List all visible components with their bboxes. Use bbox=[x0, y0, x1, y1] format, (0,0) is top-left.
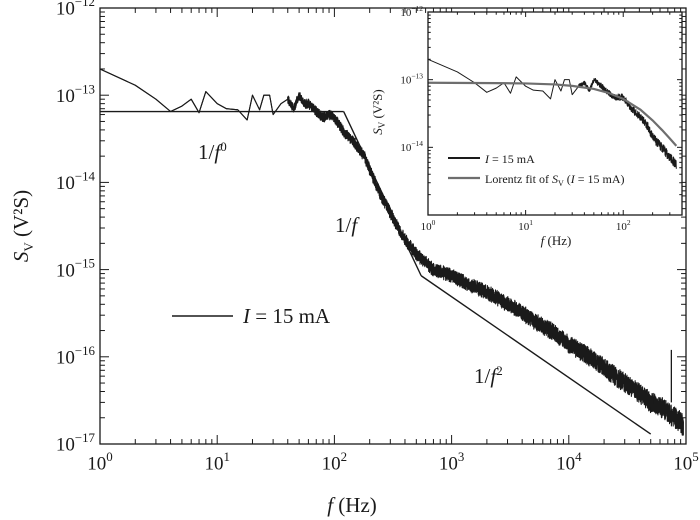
main-series-layer bbox=[99, 68, 684, 436]
inset-legend-label-fit: Lorentz fit of SV (I = 15 mA) bbox=[485, 172, 625, 188]
y-tick-label: 10−14 bbox=[400, 139, 423, 154]
x-tick-label: 101 bbox=[518, 218, 533, 233]
fit-label-1-over-f2: 1/f2 bbox=[474, 363, 503, 388]
x-tick-label: 103 bbox=[439, 449, 464, 475]
inset-background bbox=[428, 12, 682, 215]
inset-legend-label-data: I = 15 mA bbox=[484, 152, 535, 166]
fit-label-1-over-f0: 1/f0 bbox=[198, 139, 227, 164]
x-axis-label: f (Hz) bbox=[327, 493, 377, 517]
main-tick-labels: 100 101 102 103 104 105 10−12 10−13 10−14 10−15 10… bbox=[56, 0, 699, 475]
x-tick-label: 105 bbox=[673, 449, 698, 475]
psd-series-line-overlay bbox=[99, 68, 684, 431]
y-tick-label: 10−15 bbox=[56, 256, 95, 282]
fit-line-1 bbox=[343, 111, 422, 277]
y-axis-label: SV (V²S) bbox=[9, 190, 36, 262]
y-tick-label: 10−13 bbox=[400, 72, 423, 87]
y-tick-label: 10−17 bbox=[56, 430, 96, 456]
y-tick-label: 10−12 bbox=[400, 4, 423, 19]
inset-tick-labels: 100 101 102 10−12 10−13 10−14 bbox=[400, 4, 631, 233]
x-tick-label: 101 bbox=[204, 449, 229, 475]
x-tick-label: 102 bbox=[616, 218, 631, 233]
fit-line-2 bbox=[420, 275, 652, 435]
inset-plot: 100 101 102 10−12 10−13 10−14 I = 15 mA Loren… bbox=[370, 4, 683, 248]
fit-label-1-over-f: 1/f bbox=[335, 213, 360, 237]
main-fit-lines bbox=[100, 110, 652, 435]
main-plot-frame bbox=[99, 7, 687, 445]
x-tick-label: 100 bbox=[87, 449, 112, 475]
inset-series-layer bbox=[427, 58, 678, 169]
inset-psd-series-line bbox=[427, 58, 677, 169]
y-tick-label: 10−14 bbox=[56, 169, 96, 195]
y-tick-label: 10−12 bbox=[56, 0, 95, 20]
x-tick-label: 104 bbox=[556, 449, 582, 475]
legend-label: I = 15 mA bbox=[242, 304, 331, 328]
inset-y-axis-label: SV (V²S) bbox=[370, 89, 387, 134]
x-tick-label: 100 bbox=[421, 218, 436, 233]
inset-lorentz-fit-line bbox=[427, 81, 678, 147]
inset-plot-frame bbox=[427, 11, 683, 216]
x-tick-label: 102 bbox=[322, 449, 347, 475]
y-tick-label: 10−16 bbox=[56, 343, 96, 369]
y-tick-label: 10−13 bbox=[56, 81, 95, 107]
inset-x-axis-label: f (Hz) bbox=[541, 233, 572, 248]
